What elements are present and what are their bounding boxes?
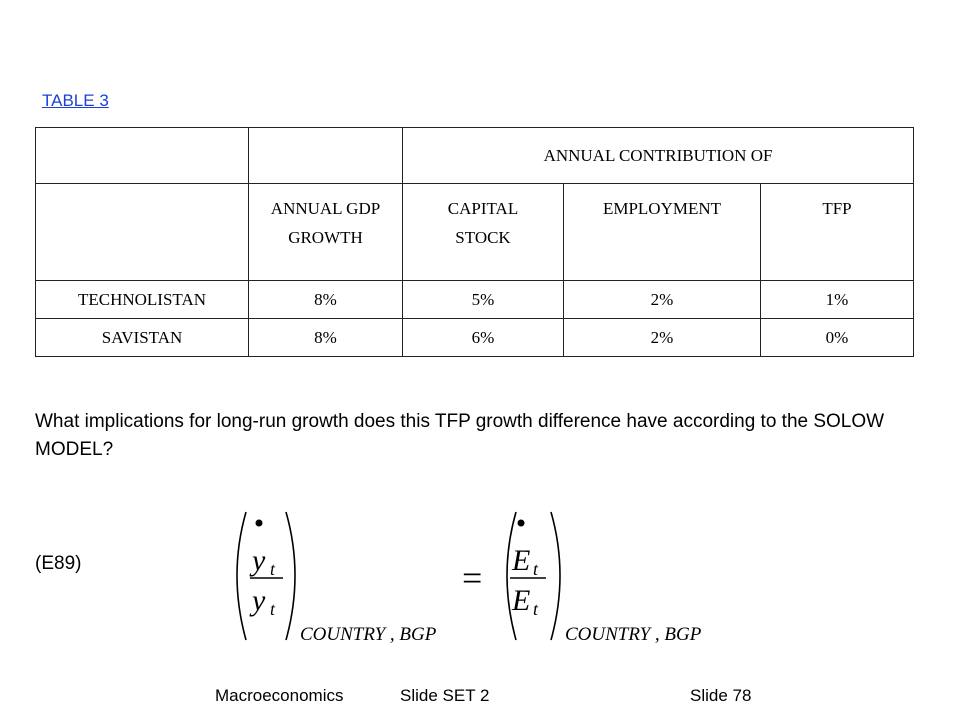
dot	[517, 519, 525, 527]
condition: COUNTRY , BGP	[565, 624, 702, 645]
footer-set: Slide SET 2	[400, 686, 490, 705]
question: What implications for long-run growth do…	[35, 411, 885, 460]
condition: COUNTRY , BGP	[300, 624, 437, 645]
footer-slide: Slide 78	[690, 686, 752, 705]
equation-label: (E89)	[35, 553, 82, 574]
paren	[506, 511, 517, 641]
empty-cell	[35, 183, 249, 281]
table-row: TECHNOLISTAN 8% 5% 2% 1%	[35, 280, 914, 319]
subscript: t	[270, 599, 276, 619]
table-cell: 5%	[402, 280, 564, 319]
parentheses	[236, 511, 561, 641]
paren	[285, 511, 296, 641]
table-row: SAVISTAN 8% 6% 2% 0%	[35, 318, 914, 357]
row-label: TECHNOLISTAN	[35, 280, 249, 319]
table-cell: 1%	[760, 280, 914, 319]
table-cell: 6%	[402, 318, 564, 357]
variable: y	[249, 584, 266, 617]
empty-cell	[35, 127, 249, 184]
row-label: SAVISTAN	[35, 318, 249, 357]
column-header: EMPLOYMENT	[563, 183, 761, 281]
data-table: ANNUAL CONTRIBUTION OF ANNUAL GDP GROWTH…	[35, 127, 914, 357]
empty-cell	[248, 127, 403, 184]
equals: =	[462, 558, 482, 598]
subscript: t	[533, 599, 539, 619]
subscript: t	[533, 559, 539, 579]
column-header: ANNUAL GDP GROWTH	[248, 183, 403, 281]
table-title: TABLE 3	[42, 91, 109, 110]
paren	[236, 511, 247, 641]
variable: E	[511, 584, 530, 617]
footer-course: Macroeconomics	[215, 686, 344, 705]
table-cell: 2%	[563, 280, 761, 319]
paren	[550, 511, 561, 641]
table-cell: 0%	[760, 318, 914, 357]
table-cell: 8%	[248, 280, 403, 319]
variable: y	[249, 544, 266, 577]
table-cell: 2%	[563, 318, 761, 357]
table-cell: 8%	[248, 318, 403, 357]
dot	[255, 519, 263, 527]
subscript: t	[270, 559, 276, 579]
variable: E	[511, 544, 530, 577]
column-header: TFP	[760, 183, 914, 281]
